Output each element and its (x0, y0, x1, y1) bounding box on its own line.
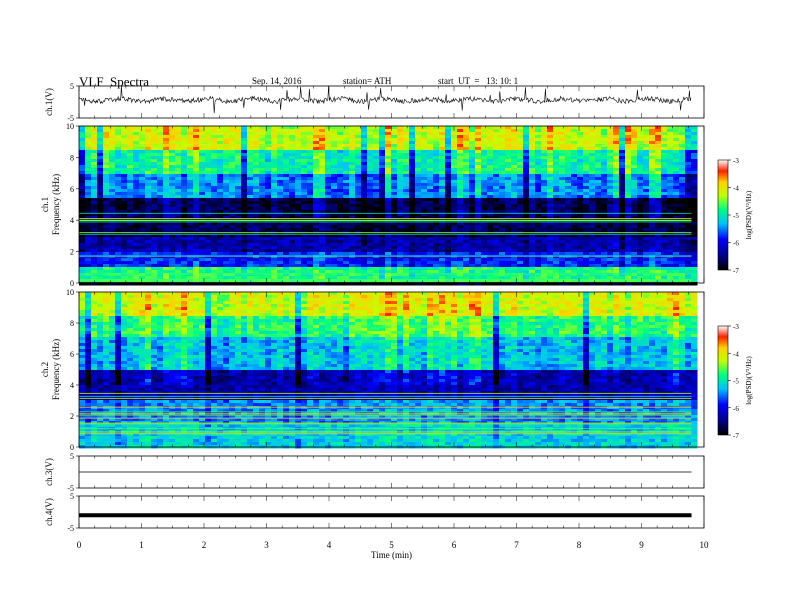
ch1-ylabel: ch.1(V) (44, 88, 54, 116)
ch2-spec-ytick-label: 4 (70, 381, 74, 390)
ch1-spec-ytick-label: 10 (66, 122, 74, 131)
colorbar-2-tick-label: -3 (733, 323, 739, 331)
ch2-spec-ylabel-channel: ch.2 (40, 362, 50, 377)
colorbar-2-label: log(PSD)(V²/Hz) (745, 356, 753, 405)
station-label: station= ATH (343, 76, 392, 86)
ch1-ytick-label: 5 (70, 82, 74, 91)
ch4-ylabel: ch.4(V) (44, 498, 54, 526)
colorbar-2-tick-label: -5 (733, 378, 739, 386)
ch1-ytick-label: -5 (67, 114, 74, 123)
colorbar-1-tick-label: -6 (733, 240, 739, 248)
colorbar-1-label: log(PSD)(V²/Hz) (745, 190, 753, 239)
ch3-ytick-label: -5 (67, 484, 74, 493)
ch2-spec-ytick-label: 0 (70, 443, 74, 452)
ch3-ylabel: ch.3(V) (44, 458, 54, 486)
time-xtick-label: 10 (700, 540, 710, 550)
ch1-spec-ylabel-axis: Frequency (kHz) (51, 174, 61, 235)
ch2-spec-ytick-label: 10 (66, 288, 74, 297)
time-axis-label: Time (min) (371, 550, 412, 560)
time-xtick-label: 4 (327, 540, 332, 550)
ch4-ytick-label: -5 (67, 524, 74, 533)
ch1-spec-ytick-label: 6 (70, 185, 74, 194)
ch1-spec-ylabel-channel: ch.1 (40, 197, 50, 212)
ch1-spec-ytick-label: 4 (70, 216, 74, 225)
ch3-ytick-label: 5 (70, 452, 74, 461)
ch1-spec-ytick-label: 8 (70, 153, 74, 162)
time-xtick-label: 9 (639, 540, 644, 550)
ch1-spec-ytick-label: 0 (70, 279, 74, 288)
time-xtick-label: 3 (264, 540, 269, 550)
time-xtick-label: 6 (452, 540, 457, 550)
ch1-trace (78, 85, 692, 114)
colorbar-1-tick-label: -3 (733, 157, 739, 165)
figure-title: VLF Spectra (79, 74, 150, 89)
ch2-spec-ytick-label: 2 (70, 412, 74, 421)
colorbar-1 (717, 159, 729, 271)
colorbar-1-tick-label: -5 (733, 212, 739, 220)
ch1-spec-ytick-label: 2 (70, 248, 74, 257)
ch2-spec-ytick-label: 6 (70, 350, 74, 359)
time-xtick-label: 7 (514, 540, 519, 550)
time-xtick-label: 5 (389, 540, 394, 550)
spectrogram-2-image (79, 292, 698, 449)
colorbar-1-tick-label: -4 (733, 185, 739, 193)
colorbar-2 (717, 325, 729, 436)
ch2-spec-ylabel-axis: Frequency (kHz) (51, 339, 61, 400)
colorbar-2-tick-label: -7 (733, 432, 739, 440)
colorbar-1-tick-label: -7 (733, 267, 739, 275)
ch2-spec-ytick-label: 8 (70, 319, 74, 328)
colorbar-2-tick-label: -6 (733, 405, 739, 413)
ch4-ytick-label: 5 (70, 492, 74, 501)
time-xtick-label: 8 (577, 540, 582, 550)
time-xtick-label: 0 (77, 540, 82, 550)
colorbar-2-tick-label: -4 (733, 350, 739, 358)
time-xtick-label: 1 (139, 540, 144, 550)
start-time-label: start UT = 13: 10: 1 (438, 76, 519, 86)
spectrogram-1-image (79, 126, 698, 286)
date-label: Sep. 14, 2016 (252, 76, 302, 86)
time-xtick-label: 2 (202, 540, 207, 550)
